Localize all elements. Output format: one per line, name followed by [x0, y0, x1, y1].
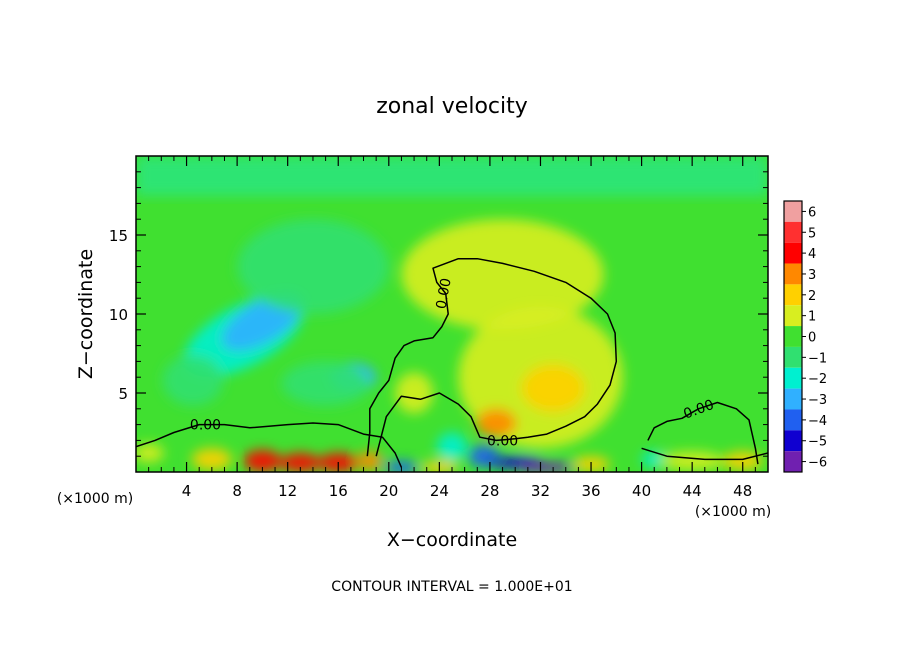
colorbar-label: −4: [808, 414, 827, 429]
colorbar-label: 4: [808, 247, 816, 262]
x-tick-label: 44: [683, 482, 702, 500]
chart-title: zonal velocity: [376, 94, 528, 119]
zero-contour-line: [647, 401, 759, 465]
contour-label: 0.00: [487, 433, 518, 449]
x-tick-label: 16: [329, 482, 348, 500]
colorbar-swatch: [784, 305, 802, 327]
colorbar-swatch: [784, 326, 802, 347]
velocity-blob: [136, 443, 164, 463]
colorbar-swatch: [784, 409, 802, 431]
colorbar-label: −6: [808, 456, 827, 471]
contour-lines: 0.000.000.000.00: [136, 257, 768, 468]
velocity-blob: [281, 361, 370, 406]
x-tick-label: 40: [632, 482, 651, 500]
x-unit-right: (×1000 m): [695, 504, 771, 520]
x-tick-label: 8: [232, 482, 242, 500]
velocity-blob: [162, 355, 224, 406]
velocity-blob: [237, 219, 389, 314]
x-tick-label: 4: [182, 482, 192, 500]
colorbar-swatch: [784, 346, 802, 368]
y-axis: 5 10 15: [109, 171, 768, 457]
velocity-blob: [191, 448, 233, 471]
colorbar-swatch: [784, 430, 802, 452]
velocity-blob: [436, 432, 468, 461]
colorbar-swatch: [784, 367, 802, 389]
velocity-blob: [641, 451, 667, 468]
velocity-blob: [519, 461, 575, 472]
velocity-blob: [660, 451, 724, 471]
x-tick-label: 12: [278, 482, 297, 500]
x-tick-label: 28: [480, 482, 499, 500]
velocity-blob: [521, 364, 585, 412]
x-tick-label: 24: [430, 482, 449, 500]
y-tick-label: 15: [109, 227, 128, 245]
x-axis-label: X−coordinate: [387, 529, 517, 551]
velocity-field: [136, 219, 763, 472]
colorbar-label: 2: [808, 289, 816, 304]
velocity-blob: [243, 449, 282, 472]
colorbar-label: −1: [808, 351, 827, 366]
colorbar-swatch: [784, 451, 802, 472]
colorbar-label: 5: [808, 226, 816, 241]
x-tick-label: 36: [581, 482, 600, 500]
contour-interval-note: CONTOUR INTERVAL = 1.000E+01: [331, 579, 572, 595]
y-tick-label: 5: [118, 385, 128, 403]
zero-contour-line: [136, 422, 403, 468]
plot-area: 0.000.000.000.00: [136, 156, 768, 472]
colorbar-label: 3: [808, 268, 816, 283]
colorbar-label: −5: [808, 435, 827, 450]
colorbar-label: 1: [808, 310, 816, 325]
upper-field-band: [136, 156, 768, 196]
contour-label: 0.00: [190, 418, 221, 434]
x-tick-label: 20: [379, 482, 398, 500]
colorbar-swatch: [784, 284, 802, 306]
colorbar-swatch: [784, 242, 802, 264]
velocity-blob: [357, 451, 383, 471]
colorbar-label: −3: [808, 393, 827, 408]
x-tick-label: 48: [733, 482, 752, 500]
colorbar-swatch: [784, 388, 802, 410]
colorbar-label: 0: [808, 331, 816, 346]
colorbar-swatch: [784, 201, 802, 222]
colorbar-label: −2: [808, 372, 827, 387]
velocity-blob: [395, 372, 434, 414]
colorbar-swatch: [784, 221, 802, 243]
velocity-blob: [476, 408, 517, 438]
velocity-blob: [401, 219, 604, 330]
y-tick-label: 10: [109, 306, 128, 324]
contour-label: 0.00: [434, 277, 455, 310]
colorbar: 6 5 4 3 2 1 0 −1 −2 −3 −4 −5 −6: [783, 200, 827, 473]
x-tick-label: 32: [531, 482, 550, 500]
x-unit-left: (×1000 m): [57, 491, 133, 507]
y-axis-label: Z−coordinate: [75, 249, 97, 379]
colorbar-swatch: [784, 263, 802, 285]
velocity-blob: [280, 453, 321, 472]
colorbar-label: 6: [808, 205, 816, 220]
x-axis: 4 8 12 16 20 24 28 32 36 40 44 48: [148, 156, 756, 500]
zero-contour-line: [366, 257, 618, 457]
zero-contour-line: [641, 447, 768, 461]
